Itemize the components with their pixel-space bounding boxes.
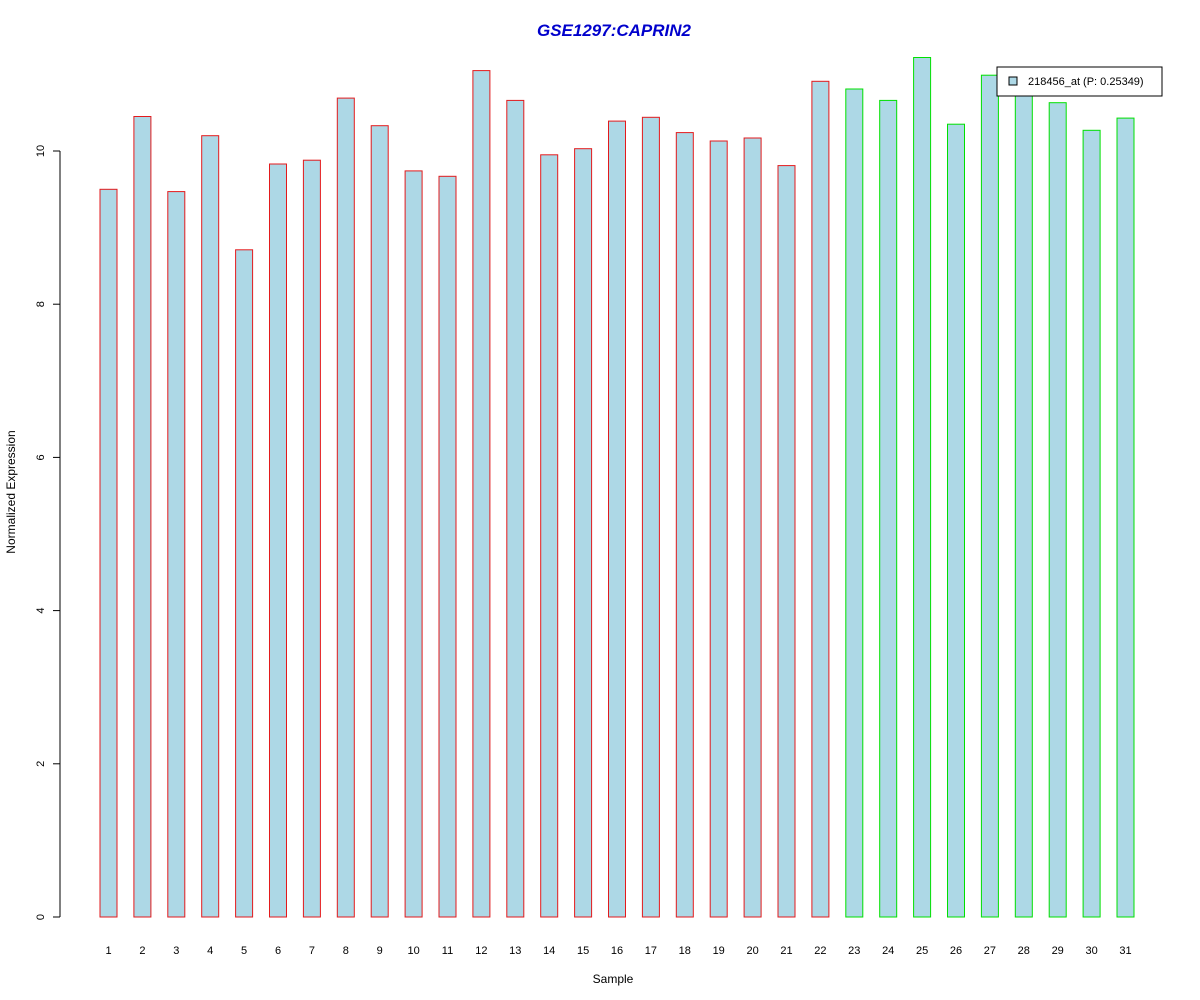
bar-sample-2 xyxy=(133,116,152,918)
x-tick-label: 28 xyxy=(1018,945,1030,957)
x-axis-label: Sample xyxy=(593,972,634,986)
bar-sample-17 xyxy=(641,116,660,918)
y-tick-label: 2 xyxy=(35,761,47,767)
bar-sample-9 xyxy=(370,125,389,918)
bar-sample-7 xyxy=(302,159,321,918)
bar-sample-16 xyxy=(608,120,626,918)
x-tick-label: 17 xyxy=(645,945,657,957)
x-tick-label: 4 xyxy=(207,945,213,957)
x-tick-label: 11 xyxy=(442,945,453,957)
x-tick-label: 29 xyxy=(1052,945,1064,957)
y-axis-label: Normalized Expression xyxy=(4,430,18,553)
x-tick-label: 20 xyxy=(746,945,758,957)
y-axis: 0 2 4 6 8 10 xyxy=(35,145,61,920)
x-tick-label: 6 xyxy=(275,945,281,957)
x-tick-label: 30 xyxy=(1085,945,1097,957)
x-tick-label: 1 xyxy=(105,945,111,957)
x-tick-label: 13 xyxy=(509,945,521,957)
bar-sample-18 xyxy=(675,132,694,918)
x-tick-label: 26 xyxy=(950,945,962,957)
bar-sample-3 xyxy=(167,191,186,918)
x-tick-label: 3 xyxy=(173,945,179,957)
bar-sample-19 xyxy=(709,140,728,918)
bar-sample-31 xyxy=(1116,117,1135,918)
y-tick-label: 4 xyxy=(35,608,47,614)
x-tick-label: 23 xyxy=(848,945,860,957)
x-tick-label: 16 xyxy=(611,945,623,957)
bar-sample-15 xyxy=(574,148,593,918)
legend-label: 218456_at (P: 0.25349) xyxy=(1028,76,1144,88)
bar-sample-27 xyxy=(980,74,999,918)
bar-sample-24 xyxy=(879,99,898,918)
x-tick-label: 31 xyxy=(1119,945,1131,957)
x-tick-label: 8 xyxy=(343,945,349,957)
bar-sample-1 xyxy=(99,188,118,918)
bar-sample-21 xyxy=(777,165,796,918)
y-tick-label: 6 xyxy=(35,454,47,460)
x-tick-label: 15 xyxy=(577,945,589,957)
legend-box xyxy=(996,66,1163,97)
y-tick-label: 0 xyxy=(35,914,47,920)
x-tick-label: 14 xyxy=(543,945,555,957)
bar-sample-26 xyxy=(947,123,965,918)
bar-sample-8 xyxy=(336,97,355,918)
y-tick-label: 8 xyxy=(35,301,47,307)
x-tick-label: 25 xyxy=(916,945,928,957)
x-tick-labels: 1 2 3 4 5 6 7 8 9 10 11 12 13 14 15 16 17 18 19 20 21 22 23 24 2… xyxy=(105,945,1131,957)
bar-sample-10 xyxy=(404,170,423,918)
bar-sample-25 xyxy=(913,57,932,918)
bar-sample-22 xyxy=(811,80,830,918)
x-tick-label: 24 xyxy=(882,945,894,957)
x-tick-label: 21 xyxy=(780,945,792,957)
bar-sample-30 xyxy=(1082,129,1101,918)
bar-sample-11 xyxy=(438,175,457,918)
bar-sample-28 xyxy=(1014,87,1033,918)
bar-sample-20 xyxy=(743,137,762,918)
bar-sample-4 xyxy=(201,135,220,918)
x-tick-label: 12 xyxy=(475,945,487,957)
bar-sample-5 xyxy=(235,249,254,918)
legend: 218456_at (P: 0.25349) xyxy=(996,66,1163,97)
bars-group xyxy=(99,57,1135,918)
x-tick-label: 10 xyxy=(407,945,419,957)
bar-sample-14 xyxy=(540,154,559,918)
bar-sample-29 xyxy=(1048,102,1067,918)
x-tick-label: 18 xyxy=(679,945,691,957)
bar-sample-13 xyxy=(506,99,525,918)
x-tick-label: 27 xyxy=(984,945,996,957)
x-tick-label: 22 xyxy=(814,945,826,957)
x-tick-label: 2 xyxy=(139,945,145,957)
x-tick-label: 19 xyxy=(713,945,725,957)
y-tick-label: 10 xyxy=(35,145,47,157)
bar-sample-12 xyxy=(472,70,491,918)
x-tick-label: 9 xyxy=(377,945,383,957)
x-tick-label: 5 xyxy=(241,945,247,957)
legend-swatch xyxy=(1008,76,1018,86)
x-tick-label: 7 xyxy=(309,945,315,957)
chart-title: GSE1297:CAPRIN2 xyxy=(537,21,692,40)
bar-sample-6 xyxy=(269,163,287,918)
bar-sample-23 xyxy=(845,88,864,918)
